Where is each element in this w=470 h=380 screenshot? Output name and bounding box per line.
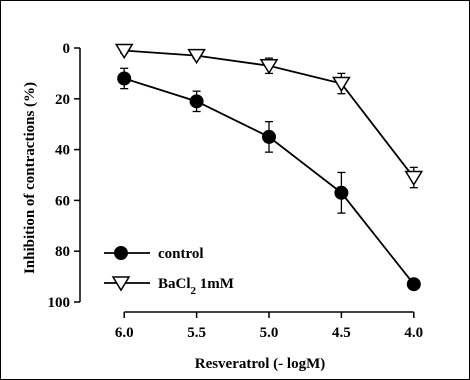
legend-marker bbox=[111, 276, 131, 292]
data-point-4 bbox=[406, 277, 421, 292]
data-point-5 bbox=[262, 129, 276, 144]
legend-label: BaCl2 1mM bbox=[158, 276, 234, 297]
x-axis-label: Resveratrol (- logM) bbox=[195, 356, 326, 372]
y-axis-label: Inhibition of contractions (%) bbox=[22, 82, 38, 274]
data-point-5 bbox=[259, 59, 279, 75]
y-tick-label-80: 80 bbox=[55, 244, 70, 260]
data-point-5.5 bbox=[187, 48, 206, 65]
x-axis-ticks: 6.0 5.5 5.0 4.5 4.0 bbox=[115, 312, 423, 341]
data-point-6 bbox=[117, 71, 132, 86]
legend-item-control: control bbox=[104, 246, 204, 262]
x-tick-label-5.0: 5.0 bbox=[260, 325, 279, 341]
data-point-4 bbox=[404, 170, 424, 187]
legend: control BaCl2 1mM bbox=[104, 246, 234, 297]
y-axis-ticks: 0 20 40 60 80 100 bbox=[48, 41, 80, 311]
legend-marker bbox=[114, 246, 128, 260]
x-tick-label-4.5: 4.5 bbox=[332, 325, 351, 341]
data-point-4.5 bbox=[334, 185, 349, 200]
data-point-4.5 bbox=[332, 76, 351, 93]
series-control bbox=[117, 67, 421, 292]
x-tick-label-6.0: 6.0 bbox=[115, 325, 134, 341]
y-tick-label-60: 60 bbox=[55, 193, 70, 209]
x-tick-label-4.0: 4.0 bbox=[404, 325, 423, 341]
y-tick-label-20: 20 bbox=[55, 92, 70, 108]
chart-axes bbox=[79, 48, 414, 313]
y-tick-label-100: 100 bbox=[48, 295, 71, 311]
legend-item-bacl2: BaCl2 1mM bbox=[104, 276, 234, 297]
y-tick-label-0: 0 bbox=[63, 41, 71, 57]
y-tick-label-40: 40 bbox=[55, 143, 70, 159]
data-point-6 bbox=[114, 43, 134, 60]
data-point-5.5 bbox=[189, 94, 204, 109]
legend-label: control bbox=[158, 246, 204, 262]
x-tick-label-5.5: 5.5 bbox=[187, 325, 206, 341]
series-bacl2 bbox=[114, 43, 424, 189]
series-layer bbox=[114, 43, 424, 292]
